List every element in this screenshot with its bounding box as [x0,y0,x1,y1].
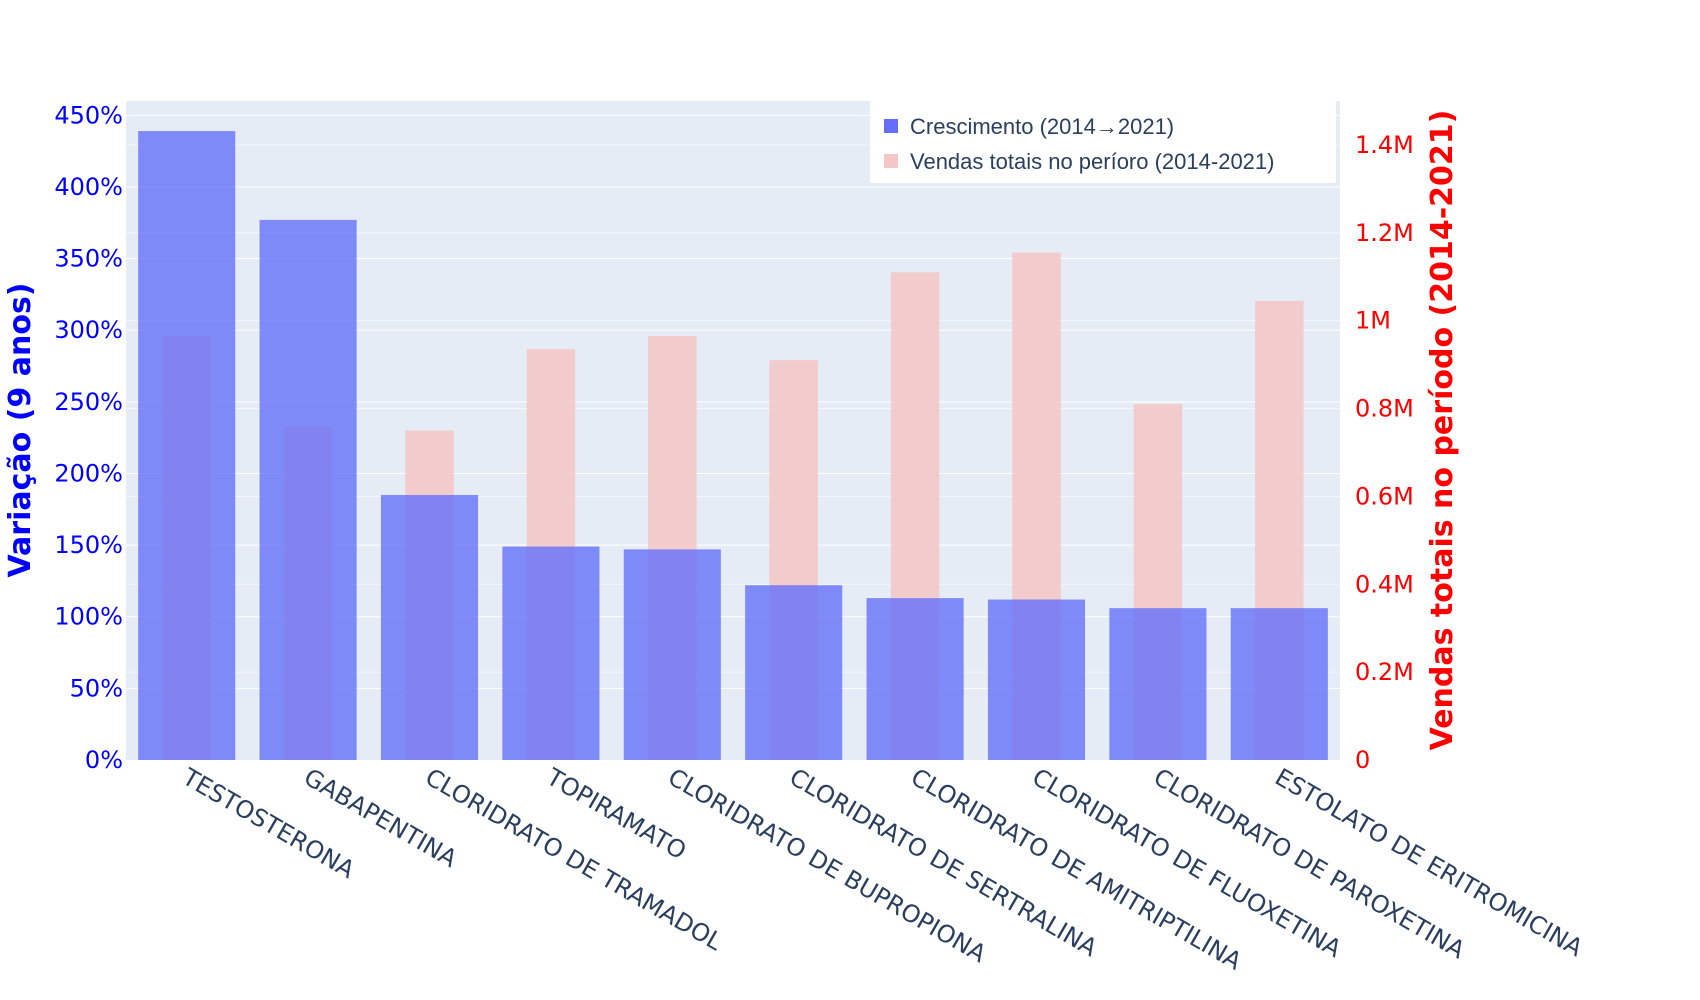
left-tick-label: 200% [54,459,123,487]
left-tick-label: 300% [54,316,123,344]
growth-bars [138,131,1328,761]
bar-growth [623,549,721,760]
legend-box [870,101,1336,183]
right-axis-ticks: 0 0.2M 0.4M 0.6M 0.8M 1M 1.2M 1.4M [1355,131,1414,774]
bar-growth [745,585,843,760]
right-tick-label: 1.4M [1355,131,1414,159]
bar-growth [502,546,600,760]
left-tick-label: 100% [54,603,123,631]
right-tick-label: 1M [1355,307,1391,335]
left-axis-title: Variação (9 anos) [3,282,38,577]
right-tick-label: 0.2M [1355,658,1414,686]
right-axis-title: Vendas totais no período (2014-2021) [1425,110,1460,751]
legend-swatch-sales [884,154,898,168]
left-axis-ticks: 0% 50% 100% 150% 200% 250% 300% 350% 400% 450% [54,101,123,774]
legend-swatch-growth [884,119,898,133]
bar-growth [138,131,236,760]
left-tick-label: 350% [54,245,123,273]
legend-label-sales: Vendas totais no períoro (2014-2021) [910,149,1274,174]
left-tick-label: 400% [54,173,123,201]
left-tick-label: 50% [70,674,123,702]
bar-growth [987,599,1086,760]
legend: Crescimento (2014→2021) Vendas totais no… [870,101,1336,183]
left-tick-label: 150% [54,531,123,559]
bar-growth [259,219,357,761]
right-tick-label: 0.6M [1355,482,1414,510]
left-tick-label: 450% [54,101,123,129]
right-tick-label: 0.4M [1355,570,1414,598]
bar-growth [866,598,964,760]
right-tick-label: 0.8M [1355,395,1414,423]
left-tick-label: 0% [85,746,123,774]
bar-growth [380,494,479,760]
legend-label-growth: Crescimento (2014→2021) [910,114,1174,139]
left-tick-label: 250% [54,388,123,416]
bar-growth [1230,608,1328,760]
right-tick-label: 1.2M [1355,219,1414,247]
bar-growth [1109,608,1207,760]
right-tick-label: 0 [1355,746,1370,774]
